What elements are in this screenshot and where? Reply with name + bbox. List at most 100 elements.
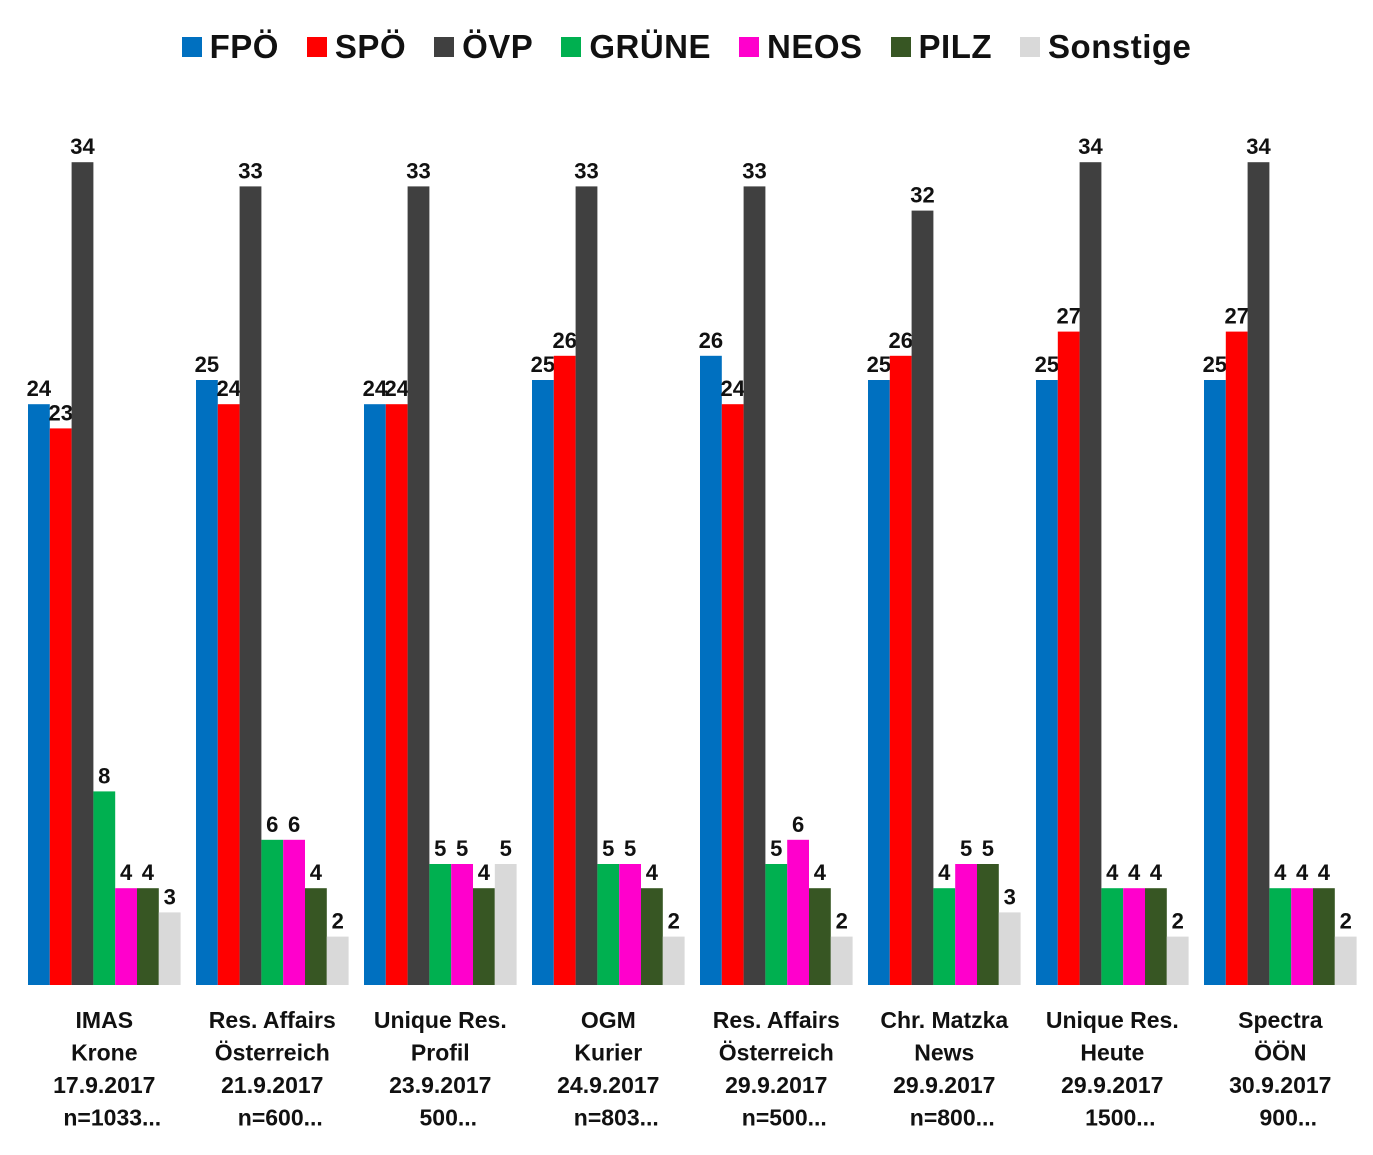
bar (1079, 162, 1102, 985)
data-label: 5 (602, 836, 614, 861)
category-label: OGM (581, 1007, 636, 1033)
bar (115, 888, 137, 985)
bar (641, 888, 663, 985)
bar (575, 186, 598, 985)
legend-item: PILZ (890, 28, 993, 66)
data-label: 25 (1203, 352, 1227, 377)
bar (889, 355, 912, 985)
data-label: 24 (363, 376, 388, 401)
category-label: n=500... (742, 1105, 827, 1131)
data-label: 4 (814, 860, 827, 885)
bar (743, 186, 766, 985)
bar (283, 839, 305, 985)
bar (1334, 936, 1357, 985)
bar (49, 428, 72, 985)
data-label: 33 (574, 158, 598, 183)
legend-label: NEOS (767, 28, 863, 65)
legend-swatch (890, 37, 911, 57)
data-label: 27 (1056, 304, 1080, 329)
data-label: 6 (792, 812, 804, 837)
data-label: 6 (266, 812, 278, 837)
data-label: 24 (720, 376, 745, 401)
bar (1057, 331, 1080, 986)
category-label: 29.9.2017 (725, 1072, 827, 1098)
data-label: 33 (742, 158, 766, 183)
category-label: Krone (71, 1040, 137, 1066)
data-label: 5 (500, 836, 512, 861)
category-label: n=1033... (63, 1105, 161, 1131)
category-label: Österreich (215, 1040, 330, 1066)
data-label: 33 (406, 158, 430, 183)
bar (137, 888, 159, 985)
data-label: 4 (310, 860, 323, 885)
bar (385, 404, 408, 985)
data-label: 4 (1150, 860, 1163, 885)
data-label: 5 (960, 836, 972, 861)
category-label: Profil (411, 1040, 470, 1066)
bar (494, 864, 517, 985)
bar (933, 888, 956, 985)
legend-swatch (1020, 37, 1041, 57)
legend-label: FPÖ (209, 28, 279, 65)
data-label: 2 (836, 909, 848, 934)
category-label: News (914, 1040, 974, 1066)
data-label: 23 (48, 400, 72, 425)
data-label: 32 (910, 183, 934, 208)
category-label: Österreich (719, 1040, 834, 1066)
bar (1036, 380, 1058, 985)
data-label: 4 (142, 860, 155, 885)
data-label: 2 (1340, 909, 1352, 934)
data-label: 24 (384, 376, 409, 401)
bar (473, 888, 495, 985)
data-label: 34 (1246, 134, 1271, 159)
category-label: n=803... (574, 1105, 659, 1131)
data-label: 2 (668, 909, 680, 934)
category-label: Heute (1080, 1040, 1144, 1066)
data-label: 25 (1035, 352, 1059, 377)
data-label: 24 (216, 376, 241, 401)
data-label: 4 (646, 860, 659, 885)
bar (239, 186, 262, 985)
bar (1291, 888, 1313, 985)
legend-label: GRÜNE (589, 28, 712, 65)
bar (429, 864, 452, 985)
legend-item: GRÜNE (561, 28, 711, 66)
data-label: 34 (1078, 134, 1103, 159)
bar (868, 380, 890, 985)
category-label: 900... (1260, 1105, 1318, 1131)
data-label: 8 (98, 763, 110, 788)
data-label: 5 (456, 836, 468, 861)
bar (1225, 331, 1248, 986)
data-label: 26 (888, 328, 912, 353)
data-label: 3 (164, 884, 176, 909)
legend-item: ÖVP (434, 28, 533, 66)
data-label: 6 (288, 812, 300, 837)
bar (261, 839, 284, 985)
category-label: Unique Res. (374, 1007, 507, 1033)
bar (1313, 888, 1335, 985)
data-label: 34 (70, 134, 95, 159)
category-label: Res. Affairs (713, 1007, 840, 1033)
category-label: n=800... (910, 1105, 995, 1131)
data-label: 25 (195, 352, 219, 377)
bar (662, 936, 685, 985)
data-label: 26 (699, 328, 723, 353)
data-label: 24 (27, 376, 52, 401)
category-label: 23.9.2017 (389, 1072, 491, 1098)
category-label: 24.9.2017 (557, 1072, 659, 1098)
legend-item: NEOS (739, 28, 863, 66)
legend-label: SPÖ (334, 28, 407, 65)
data-label: 26 (552, 328, 576, 353)
bar (619, 864, 641, 985)
data-label: 27 (1224, 304, 1248, 329)
data-label: 5 (434, 836, 446, 861)
bar (911, 210, 934, 986)
category-label: 1500... (1085, 1105, 1155, 1131)
bar (532, 380, 554, 985)
bar (721, 404, 744, 985)
legend-item: SPÖ (306, 28, 407, 66)
category-label: 500... (420, 1105, 478, 1131)
legend-swatch (181, 37, 202, 57)
